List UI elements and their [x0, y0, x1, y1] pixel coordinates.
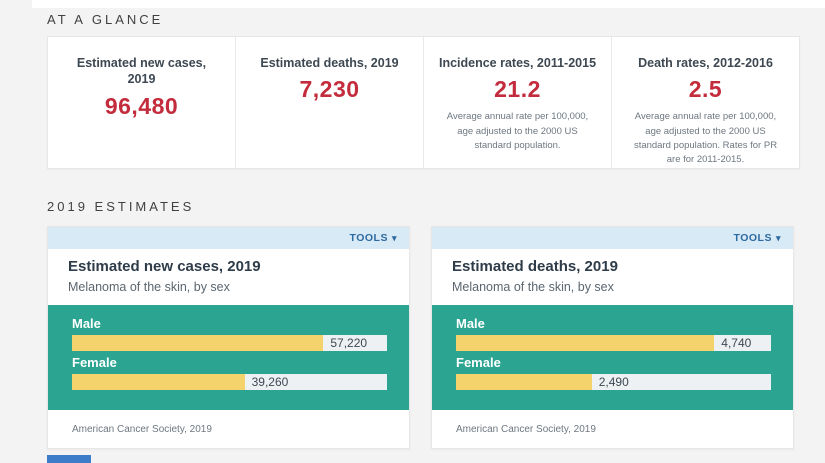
bar-row-female: Female 39,260 — [72, 355, 387, 390]
stat-card-new-cases: Estimated new cases, 2019 96,480 — [48, 37, 236, 168]
stat-card-value: 96,480 — [104, 92, 179, 119]
chevron-down-icon: ▾ — [391, 232, 397, 243]
bar-track: 4,740 — [456, 335, 771, 351]
stat-card-title: Estimated new cases, 2019 — [76, 56, 207, 87]
tools-label: TOOLS — [733, 232, 772, 244]
bar-value-label: 39,260 — [251, 375, 289, 389]
chart-footer: American Cancer Society, 2019 — [432, 410, 793, 448]
chart-panel-new-cases: TOOLS ▾ Estimated new cases, 2019 Melano… — [47, 226, 410, 449]
section-title-2019-estimates: 2019 ESTIMATES — [47, 199, 195, 214]
stat-card-description: Average annual rate per 100,000, age adj… — [446, 111, 589, 151]
section-title-at-a-glance: AT A GLANCE — [47, 12, 164, 27]
stat-card-title: Death rates, 2012-2016 — [638, 56, 773, 70]
tools-bar: TOOLS ▾ — [48, 227, 409, 249]
chart-header: Estimated deaths, 2019 Melanoma of the s… — [432, 249, 793, 305]
chevron-down-icon: ▾ — [775, 232, 781, 243]
next-panel-peek — [47, 455, 91, 463]
bar-fill — [456, 374, 592, 390]
stat-card-death-rates: Death rates, 2012-2016 2.5 Average annua… — [612, 37, 799, 168]
top-edge-strip — [32, 0, 825, 8]
tools-label: TOOLS — [349, 232, 388, 244]
bar-category-label: Male — [456, 316, 485, 331]
bar-chart: Male 4,740 Female 2,490 — [432, 305, 793, 410]
bar-value-label: 57,220 — [330, 336, 368, 350]
tools-dropdown-button[interactable]: TOOLS ▾ — [349, 232, 397, 244]
stat-card-title: Incidence rates, 2011-2015 — [438, 56, 597, 70]
at-a-glance-card-row: Estimated new cases, 2019 96,480 Estimat… — [47, 36, 800, 169]
bar-row-female: Female 2,490 — [456, 355, 771, 390]
bar-fill — [72, 335, 324, 351]
stat-card-incidence-rates: Incidence rates, 2011-2015 21.2 Average … — [424, 37, 612, 168]
stat-card-title: Estimated deaths, 2019 — [260, 56, 399, 70]
tools-bar: TOOLS ▾ — [432, 227, 793, 249]
chart-header: Estimated new cases, 2019 Melanoma of th… — [48, 249, 409, 305]
chart-subtitle: Melanoma of the skin, by sex — [68, 280, 230, 294]
tools-dropdown-button[interactable]: TOOLS ▾ — [733, 232, 781, 244]
bar-row-male: Male 57,220 — [72, 316, 387, 351]
bar-value-label: 2,490 — [598, 375, 629, 389]
bar-category-label: Male — [72, 316, 101, 331]
stat-card-value: 21.2 — [494, 76, 541, 103]
bar-chart: Male 57,220 Female 39,260 — [48, 305, 409, 410]
chart-source: American Cancer Society, 2019 — [456, 424, 596, 435]
chart-panel-deaths: TOOLS ▾ Estimated deaths, 2019 Melanoma … — [431, 226, 794, 449]
bar-track: 2,490 — [456, 374, 771, 390]
bar-fill — [456, 335, 715, 351]
bar-track: 57,220 — [72, 335, 387, 351]
stat-card-deaths: Estimated deaths, 2019 7,230 — [236, 37, 424, 168]
chart-source: American Cancer Society, 2019 — [72, 424, 212, 435]
stat-card-description: Average annual rate per 100,000, age adj… — [633, 111, 778, 165]
stat-card-value: 7,230 — [299, 76, 360, 103]
chart-subtitle: Melanoma of the skin, by sex — [452, 280, 614, 294]
chart-title: Estimated deaths, 2019 — [452, 258, 618, 275]
chart-footer: American Cancer Society, 2019 — [48, 410, 409, 448]
bar-category-label: Female — [456, 355, 501, 370]
bar-category-label: Female — [72, 355, 117, 370]
chart-title: Estimated new cases, 2019 — [68, 258, 261, 275]
page-content: AT A GLANCE Estimated new cases, 2019 96… — [47, 8, 800, 449]
estimates-panel-row: TOOLS ▾ Estimated new cases, 2019 Melano… — [47, 226, 800, 449]
stat-card-value: 2.5 — [688, 76, 723, 103]
bar-fill — [72, 374, 245, 390]
bar-track: 39,260 — [72, 374, 387, 390]
bar-value-label: 4,740 — [721, 336, 752, 350]
bar-row-male: Male 4,740 — [456, 316, 771, 351]
